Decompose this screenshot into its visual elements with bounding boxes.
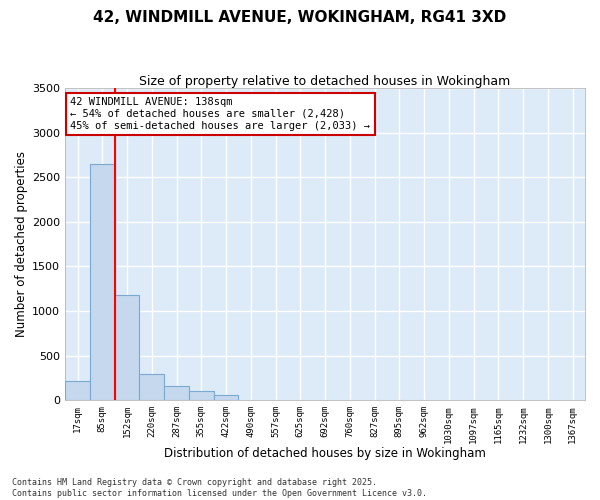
Bar — [189, 392, 214, 400]
Bar — [65, 380, 90, 400]
Y-axis label: Number of detached properties: Number of detached properties — [15, 151, 28, 337]
X-axis label: Distribution of detached houses by size in Wokingham: Distribution of detached houses by size … — [164, 447, 486, 460]
Bar — [214, 396, 238, 400]
Bar — [90, 164, 115, 400]
Title: Size of property relative to detached houses in Wokingham: Size of property relative to detached ho… — [139, 75, 511, 88]
Text: Contains HM Land Registry data © Crown copyright and database right 2025.
Contai: Contains HM Land Registry data © Crown c… — [12, 478, 427, 498]
Bar — [164, 386, 189, 400]
Bar — [115, 296, 139, 401]
Bar — [139, 374, 164, 400]
Text: 42 WINDMILL AVENUE: 138sqm
← 54% of detached houses are smaller (2,428)
45% of s: 42 WINDMILL AVENUE: 138sqm ← 54% of deta… — [70, 98, 370, 130]
Text: 42, WINDMILL AVENUE, WOKINGHAM, RG41 3XD: 42, WINDMILL AVENUE, WOKINGHAM, RG41 3XD — [94, 10, 506, 25]
